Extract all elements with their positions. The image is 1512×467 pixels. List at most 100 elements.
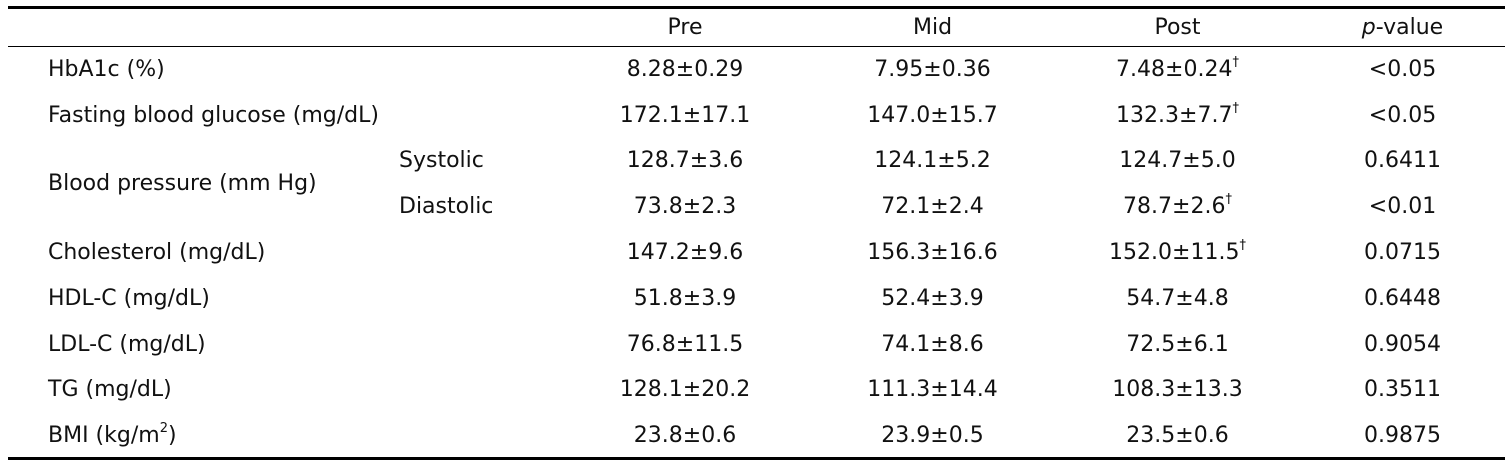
data-table: Pre Mid Post p-value HbA1c (%) 8.28±0.29 7.95… — [8, 6, 1505, 460]
cell-text: 147.2±9.6 — [626, 240, 744, 266]
cell-text: 52.4±3.9 — [881, 285, 984, 311]
value-cell: 74.1±8.6 — [810, 321, 1055, 367]
cell-text: 51.8±3.9 — [633, 285, 737, 311]
cell-text: 108.3±13.3 — [1112, 377, 1243, 403]
value-cell: 156.3±16.6 — [810, 230, 1055, 276]
value-cell: 108.3±13.3 — [1055, 367, 1300, 413]
column-header: Pre — [560, 8, 810, 47]
row-label: HDL-C (mg/dL) — [8, 275, 560, 321]
column-header: Post — [1055, 8, 1300, 47]
cell-text: 0.0715 — [1364, 240, 1441, 266]
table-row: Fasting blood glucose (mg/dL) 172.1±17.1 1… — [8, 92, 1505, 138]
value-cell: 0.9054 — [1300, 321, 1505, 367]
header-text: Pre — [667, 15, 703, 40]
label-superscript: 2 — [159, 420, 168, 436]
cell-text: 147.0±15.7 — [867, 102, 998, 128]
value-cell: 7.95±0.36 — [810, 47, 1055, 93]
label-text: Fasting blood glucose (mg/dL) — [48, 102, 379, 128]
cell-text: 0.6448 — [1364, 285, 1441, 311]
value-cell: 0.9875 — [1300, 413, 1505, 459]
column-header: p-value — [1300, 8, 1505, 47]
value-cell: 78.7±2.6† — [1055, 184, 1300, 230]
empty-header — [395, 8, 560, 47]
label-text: HbA1c (%) — [48, 57, 165, 83]
cell-text: 124.7±5.0 — [1119, 148, 1236, 174]
cell-text: 74.1±8.6 — [881, 331, 984, 357]
cell-text: 124.1±5.2 — [874, 148, 991, 174]
cell-text: 8.28±0.29 — [626, 57, 744, 83]
cell-text: 7.48±0.24 — [1116, 57, 1233, 83]
value-cell: 0.6411 — [1300, 138, 1505, 184]
value-cell: 147.0±15.7 — [810, 92, 1055, 138]
value-cell: 128.7±3.6 — [560, 138, 810, 184]
column-header: Mid — [810, 8, 1055, 47]
cell-text: 152.0±11.5 — [1109, 240, 1240, 266]
label-text: TG (mg/dL) — [48, 377, 172, 403]
cell-text: 23.5±0.6 — [1126, 422, 1229, 448]
cell-text: 111.3±14.4 — [867, 377, 998, 403]
table-row: HbA1c (%) 8.28±0.29 7.95±0.36 7.48±0.24† <0.… — [8, 47, 1505, 93]
value-cell: 76.8±11.5 — [560, 321, 810, 367]
table-row: LDL-C (mg/dL) 76.8±11.5 74.1±8.6 72.5±6.1 0.… — [8, 321, 1505, 367]
cell-text: 73.8±2.3 — [633, 194, 737, 220]
cell-text: <0.01 — [1368, 194, 1437, 220]
value-cell: 23.8±0.6 — [560, 413, 810, 459]
table-body: HbA1c (%) 8.28±0.29 7.95±0.36 7.48±0.24† <0.… — [8, 47, 1505, 459]
row-label: Blood pressure (mm Hg) — [48, 171, 317, 197]
cell-text: 72.5±6.1 — [1126, 331, 1229, 357]
footnote-mark: † — [1232, 100, 1239, 116]
value-cell: 23.5±0.6 — [1055, 413, 1300, 459]
value-cell: 124.1±5.2 — [810, 138, 1055, 184]
value-cell: 7.48±0.24† — [1055, 47, 1300, 93]
cell-text: 0.6411 — [1364, 148, 1441, 174]
value-cell: 54.7±4.8 — [1055, 275, 1300, 321]
cell-text: 78.7±2.6 — [1123, 194, 1226, 220]
row-label: Fasting blood glucose (mg/dL) — [8, 92, 560, 138]
cell-text: 76.8±11.5 — [626, 331, 744, 357]
cell-text: 72.1±2.4 — [881, 194, 984, 220]
italic-text: p — [1361, 15, 1376, 40]
label-text: ) — [167, 422, 177, 448]
value-cell: 51.8±3.9 — [560, 275, 810, 321]
row-sublabel: Systolic — [399, 148, 484, 174]
cell-text: 132.3±7.7 — [1116, 102, 1233, 128]
value-cell: 128.1±20.2 — [560, 367, 810, 413]
header-text: Post — [1154, 15, 1201, 40]
row-label: BMI (kg/m2) — [8, 413, 560, 459]
value-cell: 72.5±6.1 — [1055, 321, 1300, 367]
cell-text: 0.9054 — [1364, 331, 1441, 357]
value-cell: 0.0715 — [1300, 230, 1505, 276]
table-row: Cholesterol (mg/dL) 147.2±9.6 156.3±16.6 15… — [8, 230, 1505, 276]
cell-text: 172.1±17.1 — [619, 102, 751, 128]
row-sublabel: Diastolic — [399, 194, 494, 220]
value-cell: <0.05 — [1300, 92, 1505, 138]
value-cell: 172.1±17.1 — [560, 92, 810, 138]
cell-text: 128.7±3.6 — [626, 148, 744, 174]
value-cell: 111.3±14.4 — [810, 367, 1055, 413]
cell-text: 128.1±20.2 — [619, 377, 751, 403]
value-cell: 0.6448 — [1300, 275, 1505, 321]
table-row: TG (mg/dL) 128.1±20.2 111.3±14.4 108.3±13.3… — [8, 367, 1505, 413]
table-header: Pre Mid Post p-value — [8, 7, 1505, 47]
value-cell: 124.7±5.0 — [1055, 138, 1300, 184]
cell-text: 156.3±16.6 — [867, 240, 998, 266]
label-text: LDL-C (mg/dL) — [48, 331, 206, 357]
row-label: HbA1c (%) — [8, 47, 560, 93]
row-label: Cholesterol (mg/dL) — [8, 230, 560, 276]
table-row: HDL-C (mg/dL) 51.8±3.9 52.4±3.9 54.7±4.8 0.6… — [8, 275, 1505, 321]
value-cell: 72.1±2.4 — [810, 184, 1055, 230]
label-text: HDL-C (mg/dL) — [48, 285, 210, 311]
value-cell: 8.28±0.29 — [560, 47, 810, 93]
footnote-mark: † — [1225, 192, 1232, 208]
value-cell: <0.01 — [1300, 184, 1505, 230]
row-label: LDL-C (mg/dL) — [8, 321, 560, 367]
table-row: Diastolic 73.8±2.3 72.1±2.4 78.7±2.6† <0.01 — [8, 184, 1505, 230]
value-cell: 73.8±2.3 — [560, 184, 810, 230]
value-cell: 0.3511 — [1300, 367, 1505, 413]
value-cell: 132.3±7.7† — [1055, 92, 1300, 138]
cell-text: 54.7±4.8 — [1126, 285, 1229, 311]
row-label: TG (mg/dL) — [8, 367, 560, 413]
label-text: BMI (kg/m — [48, 422, 160, 448]
value-cell: <0.05 — [1300, 47, 1505, 93]
cell-text: 0.9875 — [1364, 422, 1441, 448]
